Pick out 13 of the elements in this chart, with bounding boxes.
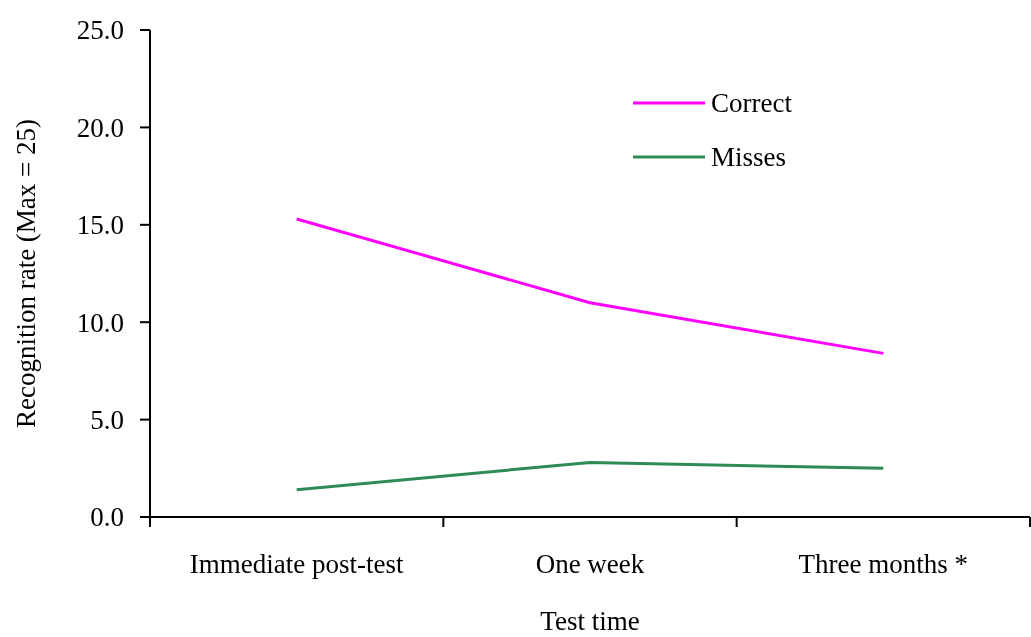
y-tick-label: 25.0 — [76, 15, 124, 46]
x-tick-label: Three months * — [798, 549, 969, 579]
y-tick-label: 20.0 — [76, 112, 124, 143]
y-tick-label: 5.0 — [90, 405, 124, 436]
legend-label: Misses — [711, 142, 787, 173]
x-axis-title: Test time — [540, 606, 640, 636]
y-tick-label: 10.0 — [76, 307, 124, 338]
y-tick-label: 15.0 — [76, 210, 124, 241]
y-axis-title: Recognition rate (Max = 25) — [11, 118, 41, 429]
x-tick-label: One week — [535, 549, 645, 579]
x-tick-label: Immediate post-test — [189, 549, 405, 579]
y-tick-label: 0.0 — [90, 502, 124, 533]
legend-label: Correct — [711, 88, 793, 119]
